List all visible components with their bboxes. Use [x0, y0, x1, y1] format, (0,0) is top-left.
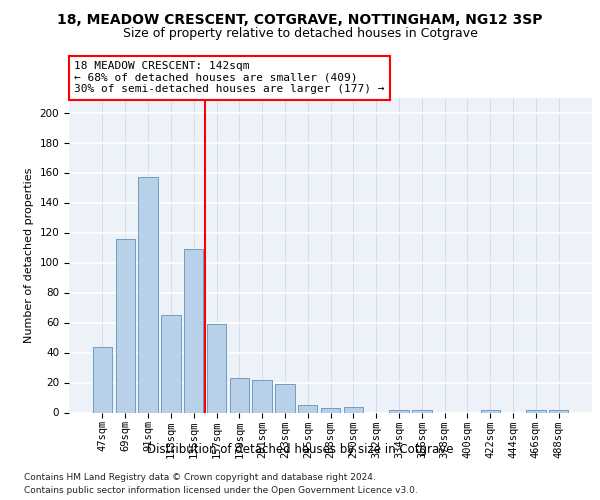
Text: Size of property relative to detached houses in Cotgrave: Size of property relative to detached ho…	[122, 28, 478, 40]
Text: Distribution of detached houses by size in Cotgrave: Distribution of detached houses by size …	[147, 442, 453, 456]
Bar	[253, 380, 272, 412]
Bar	[321, 408, 340, 412]
Bar	[184, 249, 203, 412]
Text: 18 MEADOW CRESCENT: 142sqm
← 68% of detached houses are smaller (409)
30% of sem: 18 MEADOW CRESCENT: 142sqm ← 68% of deta…	[74, 61, 385, 94]
Text: 18, MEADOW CRESCENT, COTGRAVE, NOTTINGHAM, NG12 3SP: 18, MEADOW CRESCENT, COTGRAVE, NOTTINGHA…	[57, 12, 543, 26]
Bar	[344, 406, 363, 412]
Bar	[207, 324, 226, 412]
Y-axis label: Number of detached properties: Number of detached properties	[24, 168, 34, 342]
Bar	[526, 410, 545, 412]
Bar	[93, 346, 112, 412]
Bar	[389, 410, 409, 412]
Bar	[412, 410, 431, 412]
Text: Contains HM Land Registry data © Crown copyright and database right 2024.: Contains HM Land Registry data © Crown c…	[24, 472, 376, 482]
Bar	[230, 378, 249, 412]
Bar	[116, 238, 135, 412]
Bar	[481, 410, 500, 412]
Text: Contains public sector information licensed under the Open Government Licence v3: Contains public sector information licen…	[24, 486, 418, 495]
Bar	[139, 177, 158, 412]
Bar	[161, 315, 181, 412]
Bar	[298, 405, 317, 412]
Bar	[549, 410, 568, 412]
Bar	[275, 384, 295, 412]
